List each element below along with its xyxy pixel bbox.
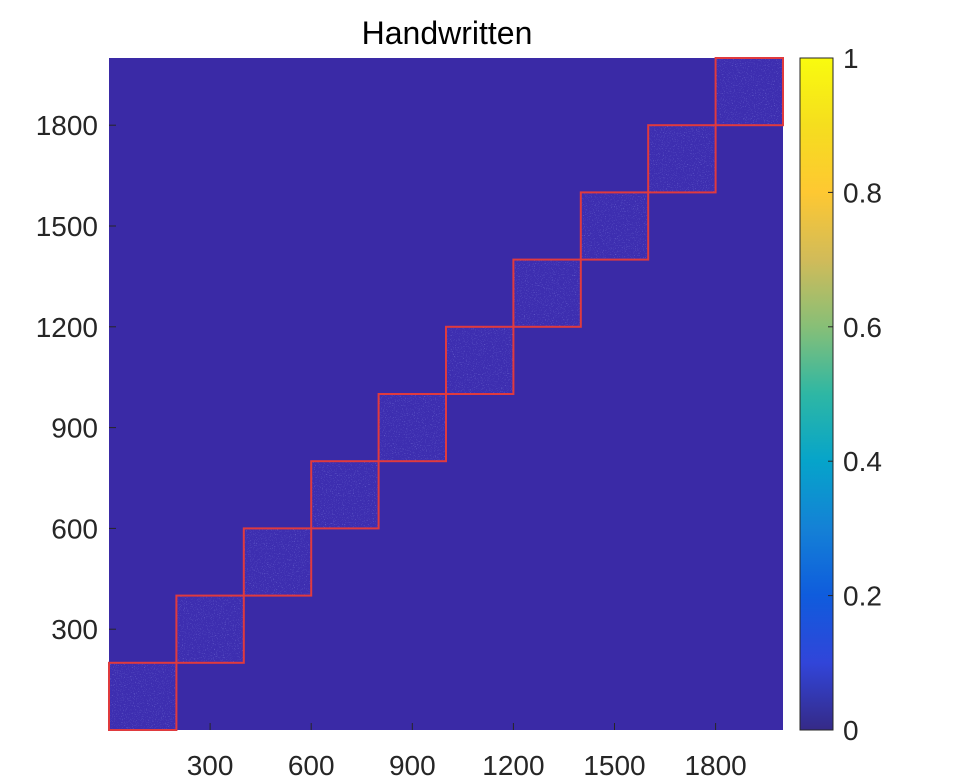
colorbar-tick-label: 0.6 [843, 312, 882, 343]
y-tick-label: 600 [51, 513, 98, 544]
x-tick-label: 300 [187, 750, 234, 781]
chart-title: Handwritten [362, 15, 533, 51]
x-tick-label: 900 [389, 750, 436, 781]
diagonal-block-texture-5 [378, 394, 446, 462]
x-tick-label: 600 [288, 750, 335, 781]
x-tick-label: 1500 [583, 750, 645, 781]
y-tick-label: 1500 [36, 211, 98, 242]
block-outline-9 [647, 124, 717, 194]
colorbar-tick-label: 0.4 [843, 446, 882, 477]
heatmap-area [108, 57, 784, 731]
diagonal-block-texture-2 [176, 595, 244, 663]
x-tick-label: 1800 [684, 750, 746, 781]
y-tick-label: 300 [51, 614, 98, 645]
block-outline-1 [108, 661, 178, 731]
diagonal-block-texture-10 [715, 58, 783, 126]
y-tick-label: 1800 [36, 110, 98, 141]
colorbar-tick-label: 0.2 [843, 581, 882, 612]
block-outline-layer [108, 57, 784, 731]
y-tick-label: 900 [51, 413, 98, 444]
diagonal-block-texture-7 [513, 259, 581, 327]
diagonal-block-texture-3 [243, 528, 312, 596]
block-outline-6 [445, 325, 515, 395]
diagonal-block-texture-9 [648, 125, 716, 193]
x-tick-label: 1200 [482, 750, 544, 781]
colorbar: 0 0.2 0.4 0.6 0.8 1 [799, 43, 882, 746]
block-outline-7 [512, 258, 582, 328]
y-tick-label: 1200 [36, 312, 98, 343]
block-outline-10 [714, 57, 784, 127]
colorbar-ticks: 0 0.2 0.4 0.6 0.8 1 [828, 43, 882, 746]
block-outline-5 [377, 393, 448, 463]
x-axis: 300 600 900 1200 1500 1800 [187, 723, 747, 781]
block-outline-3 [242, 527, 313, 597]
colorbar-tick-label: 0 [843, 715, 859, 746]
y-axis: 300 600 900 1200 1500 1800 [36, 110, 116, 645]
diagonal-block-texture-4 [311, 461, 379, 529]
diagonal-block-texture-1 [109, 662, 177, 730]
block-outline-8 [579, 191, 650, 261]
block-outline-4 [310, 460, 380, 530]
block-layer [109, 58, 783, 730]
block-outline-2 [175, 594, 245, 664]
colorbar-gradient [799, 57, 834, 731]
colorbar-tick-label: 1 [843, 43, 859, 74]
colorbar-tick-label: 0.8 [843, 177, 882, 208]
diagonal-block-texture-6 [446, 326, 514, 394]
diagonal-block-texture-8 [580, 192, 649, 260]
